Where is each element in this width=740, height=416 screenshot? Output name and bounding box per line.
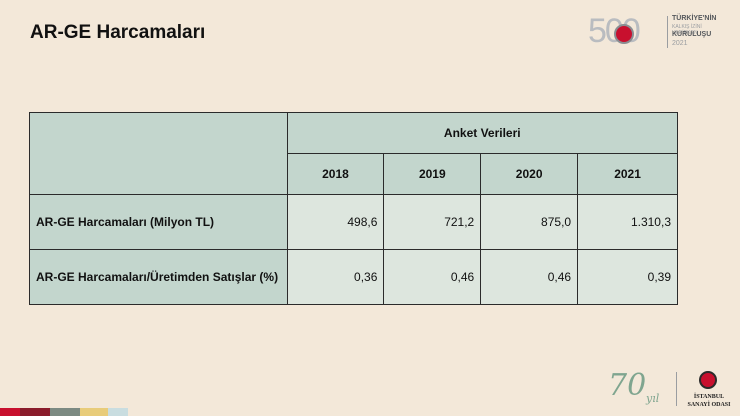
value-cell: 498,6 bbox=[286, 194, 385, 250]
logo-500-line4: 2021 bbox=[672, 40, 688, 47]
value-cell: 0,46 bbox=[480, 249, 579, 305]
iso-line1: İSTANBUL bbox=[693, 394, 725, 400]
logo-divider bbox=[667, 16, 668, 48]
year-header: 2018 bbox=[286, 153, 385, 195]
value-cell: 0,39 bbox=[577, 249, 678, 305]
logo-70-number: 70 bbox=[608, 368, 647, 403]
logo-500-line1: TÜRKİYE'NİN bbox=[672, 15, 717, 22]
logo-istanbul-sanayi-odasi: İSTANBUL SANAYİ ODASI bbox=[682, 368, 736, 412]
logo-divider bbox=[676, 372, 677, 406]
value-cell: 0,46 bbox=[383, 249, 482, 305]
group-header: Anket Verileri bbox=[286, 112, 679, 154]
logo-70-years: 70 yıl bbox=[606, 368, 672, 410]
value-cell: 721,2 bbox=[383, 194, 482, 250]
color-strip bbox=[20, 408, 50, 416]
row-label: AR-GE Harcamaları (Milyon TL) bbox=[29, 194, 288, 250]
color-strip bbox=[0, 408, 20, 416]
iso-badge-icon bbox=[614, 24, 634, 44]
table-corner-cell bbox=[29, 112, 288, 195]
row-label: AR-GE Harcamaları/Üretimden Satışlar (%) bbox=[29, 249, 288, 305]
value-cell: 875,0 bbox=[480, 194, 579, 250]
color-strip bbox=[50, 408, 80, 416]
table-row: AR-GE Harcamaları (Milyon TL) 498,6 721,… bbox=[29, 194, 678, 250]
value-cell: 1.310,3 bbox=[577, 194, 678, 250]
iso-gear-icon bbox=[699, 371, 717, 389]
page-title: AR-GE Harcamaları bbox=[30, 22, 206, 43]
year-header: 2021 bbox=[577, 153, 678, 195]
color-strip bbox=[80, 408, 108, 416]
color-strip bbox=[108, 408, 128, 416]
iso-line2: SANAYİ ODASI bbox=[687, 402, 731, 408]
table-row: AR-GE Harcamaları/Üretimden Satışlar (%)… bbox=[29, 249, 678, 305]
rd-expenditure-table: Anket Verileri 2018 2019 2020 2021 AR-GE… bbox=[29, 112, 679, 305]
logo-500-line3: KURULUŞU bbox=[672, 31, 712, 38]
year-header: 2020 bbox=[480, 153, 579, 195]
logo-500-years: 500 TÜRKİYE'NİN KALKIŞ İZİNİ VERİRKEN KU… bbox=[588, 10, 716, 52]
value-cell: 0,36 bbox=[286, 249, 385, 305]
logo-70-suffix: yıl bbox=[646, 392, 660, 405]
logo-500-line2: KALKIŞ İZİNİ VERİRKEN bbox=[672, 24, 702, 36]
year-header: 2019 bbox=[383, 153, 482, 195]
